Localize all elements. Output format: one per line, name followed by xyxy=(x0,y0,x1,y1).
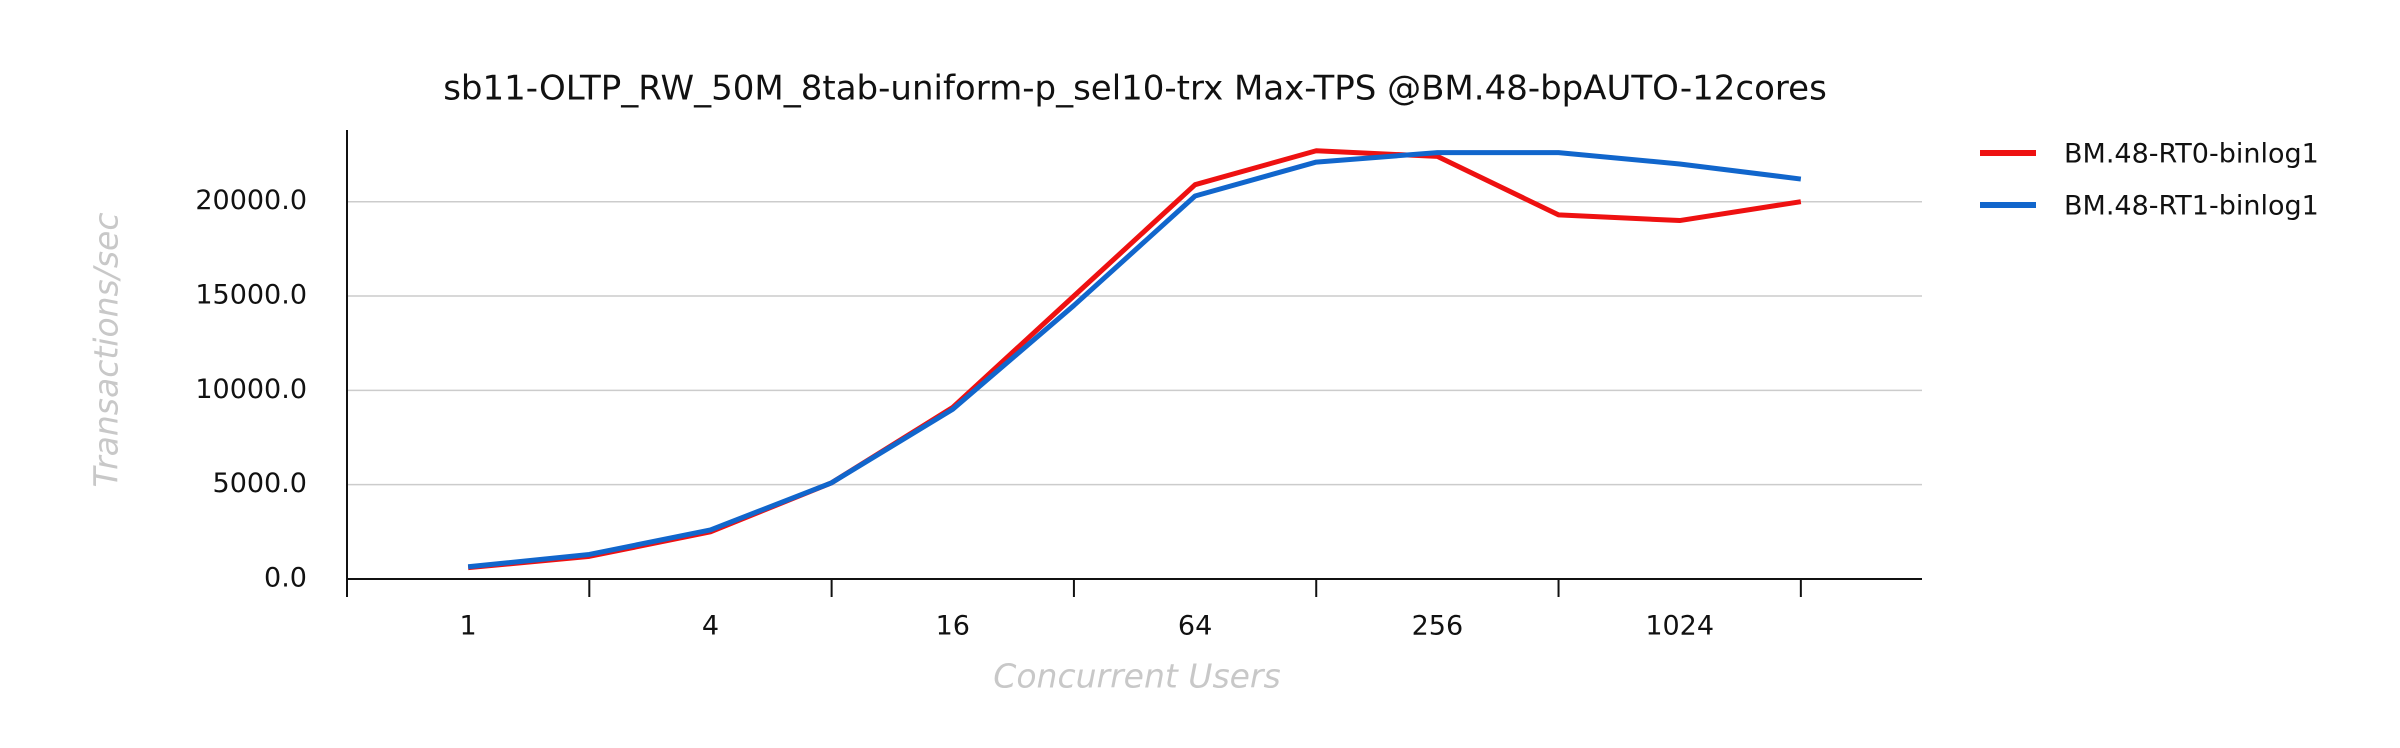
chart-title: sb11-OLTP_RW_50M_8tab-uniform-p_sel10-tr… xyxy=(443,69,1827,109)
x-tick-label: 256 xyxy=(1412,611,1464,642)
legend-label: BM.48-RT0-binlog1 xyxy=(2064,139,2319,170)
y-tick-label: 10000.0 xyxy=(195,374,307,405)
x-tick-label: 64 xyxy=(1178,611,1212,642)
y-tick-label: 20000.0 xyxy=(195,185,307,216)
y-axis-label: Transactions/sec xyxy=(87,212,126,487)
legend-label: BM.48-RT1-binlog1 xyxy=(2064,191,2319,222)
x-tick-label: 1 xyxy=(460,611,477,642)
x-tick-label: 1024 xyxy=(1645,611,1714,642)
line-series xyxy=(467,148,1802,571)
x-tick-label: 16 xyxy=(936,611,970,642)
x-tick-label: 4 xyxy=(702,611,719,642)
line-series xyxy=(467,150,1802,570)
y-tick-label: 0.0 xyxy=(264,563,307,594)
y-tick-label: 15000.0 xyxy=(195,280,307,311)
y-tick-label: 5000.0 xyxy=(213,468,307,499)
x-axis-label: Concurrent Users xyxy=(993,657,1280,696)
